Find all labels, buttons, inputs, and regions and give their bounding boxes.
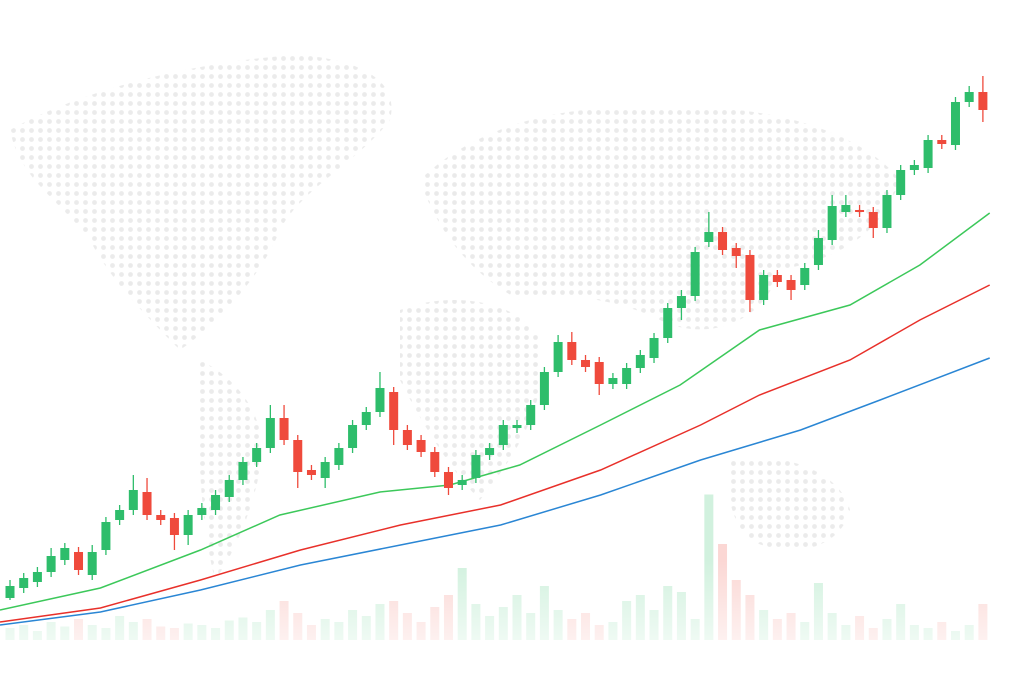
candle-body bbox=[457, 480, 467, 485]
candle-body bbox=[882, 195, 892, 228]
candle-body bbox=[663, 308, 673, 338]
candle-body bbox=[156, 515, 166, 520]
candle-body bbox=[169, 518, 179, 535]
candle-body bbox=[265, 418, 275, 448]
candle-body bbox=[937, 140, 947, 144]
candle-body bbox=[868, 212, 878, 228]
candle-body bbox=[704, 232, 714, 242]
candle-body bbox=[526, 405, 536, 425]
moving-averages bbox=[0, 212, 991, 626]
candle-body bbox=[471, 455, 481, 478]
candle-body bbox=[19, 578, 29, 588]
candle-body bbox=[115, 510, 125, 520]
candle-body bbox=[964, 92, 974, 102]
candle-body bbox=[772, 275, 782, 282]
candle-body bbox=[443, 472, 453, 488]
candle-body bbox=[252, 448, 262, 462]
candle-body bbox=[128, 490, 138, 510]
candle-body bbox=[512, 425, 522, 428]
candle-body bbox=[211, 495, 221, 510]
candle-body bbox=[5, 586, 15, 598]
candle-body bbox=[731, 248, 741, 256]
candle-body bbox=[786, 280, 796, 290]
candle-body bbox=[539, 372, 549, 405]
moving-average-line bbox=[0, 212, 991, 611]
candle-body bbox=[416, 440, 426, 452]
candle-body bbox=[60, 548, 70, 560]
candle-body bbox=[690, 252, 700, 296]
candle-body bbox=[389, 392, 399, 430]
candle-body bbox=[813, 238, 823, 265]
candle-body bbox=[827, 206, 837, 240]
candle-body bbox=[923, 140, 933, 168]
candle-body bbox=[553, 342, 563, 372]
candle-body bbox=[567, 342, 577, 360]
bottom-fade bbox=[0, 560, 1024, 683]
moving-average-line bbox=[0, 357, 990, 626]
candle-body bbox=[841, 205, 851, 212]
candle-body bbox=[676, 296, 686, 308]
candle-body bbox=[855, 210, 865, 212]
candle-body bbox=[581, 360, 591, 367]
world-map-background bbox=[10, 55, 900, 580]
candle-body bbox=[46, 556, 56, 572]
candle-body bbox=[32, 572, 42, 582]
candles bbox=[5, 76, 988, 600]
moving-average-line bbox=[0, 284, 991, 623]
candle-body bbox=[745, 255, 755, 300]
candle-body bbox=[334, 448, 344, 465]
candle-body bbox=[101, 522, 111, 550]
candle-body bbox=[909, 165, 919, 170]
candle-body bbox=[402, 430, 412, 445]
candle-body bbox=[361, 412, 371, 425]
candle-body bbox=[87, 552, 97, 575]
candle-body bbox=[293, 440, 303, 472]
candle-body bbox=[649, 338, 659, 358]
candle-body bbox=[759, 275, 769, 300]
candle-body bbox=[74, 552, 84, 570]
candle-body bbox=[594, 362, 604, 384]
candle-body bbox=[279, 418, 289, 440]
candle-body bbox=[485, 448, 495, 455]
candle-body bbox=[238, 462, 248, 480]
candle-body bbox=[306, 470, 316, 475]
candle-body bbox=[430, 452, 440, 472]
candle-body bbox=[608, 378, 618, 384]
candle-body bbox=[718, 232, 728, 250]
candle-body bbox=[622, 368, 632, 384]
candle-body bbox=[183, 515, 193, 535]
candle-body bbox=[224, 480, 234, 497]
candle-body bbox=[800, 268, 810, 285]
candle-body bbox=[978, 92, 988, 110]
candle-body bbox=[498, 425, 508, 445]
candle-body bbox=[348, 425, 358, 448]
candle-body bbox=[896, 170, 906, 195]
candle-body bbox=[375, 388, 385, 412]
candle-body bbox=[950, 102, 960, 145]
candle-body bbox=[635, 355, 645, 368]
candle-body bbox=[142, 492, 152, 515]
candle-body bbox=[197, 508, 207, 515]
candle-body bbox=[320, 462, 330, 478]
